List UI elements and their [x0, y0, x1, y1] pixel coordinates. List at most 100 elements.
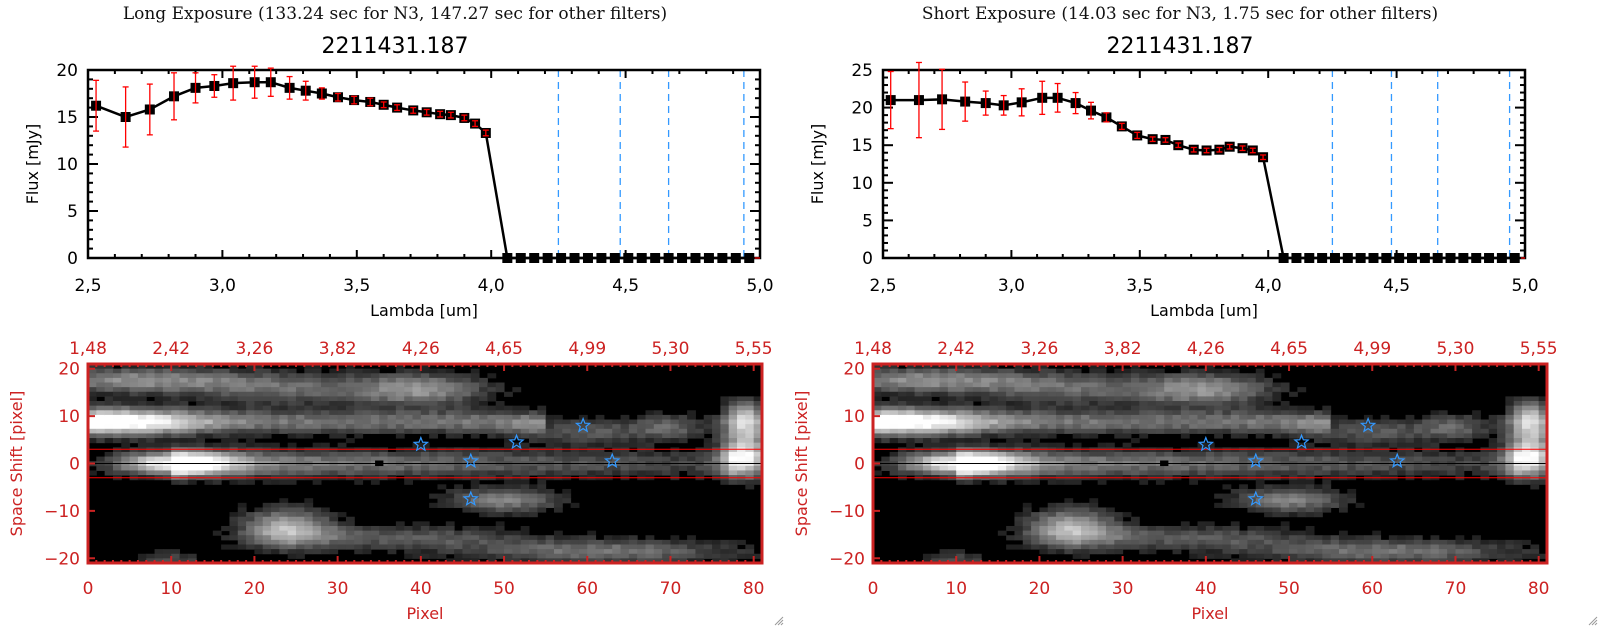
- image-pixel: [939, 382, 949, 388]
- image-pixel: [395, 391, 405, 397]
- image-pixel: [271, 470, 280, 476]
- image-pixel: [512, 507, 522, 513]
- image-pixel: [1538, 479, 1548, 485]
- image-pixel: [437, 391, 447, 397]
- image-pixel: [1239, 451, 1248, 458]
- image-pixel: [595, 558, 605, 564]
- image-pixel: [1422, 442, 1432, 448]
- image-pixel: [1488, 553, 1498, 559]
- image-pixel: [487, 419, 497, 425]
- image-pixel: [1289, 451, 1298, 458]
- image-pixel: [972, 419, 982, 425]
- image-pixel: [1239, 484, 1248, 490]
- image-pixel: [96, 433, 106, 439]
- image-pixel: [914, 451, 924, 458]
- image-pixel: [204, 442, 214, 448]
- image-pixel: [1006, 382, 1015, 388]
- image-pixel: [1081, 451, 1090, 458]
- data-point-marker: [1458, 253, 1469, 263]
- image-pixel: [981, 373, 990, 379]
- image-pixel: [495, 451, 505, 458]
- image-pixel: [345, 521, 355, 527]
- image-pixel: [1255, 451, 1265, 458]
- image-pixel: [329, 516, 339, 522]
- image-pixel: [1538, 396, 1548, 402]
- image-pixel: [1322, 553, 1332, 559]
- y-tick-label: 15: [56, 108, 78, 128]
- image-pixel: [312, 447, 322, 453]
- image-pixel: [1397, 424, 1407, 430]
- image-pixel: [229, 512, 239, 518]
- image-pixel: [1289, 502, 1298, 508]
- image-pixel: [296, 456, 305, 462]
- image-pixel: [445, 530, 455, 536]
- image-pixel: [1372, 558, 1382, 564]
- image-pixel: [512, 512, 522, 518]
- image-pixel: [1180, 368, 1190, 374]
- image-pixel: [1180, 396, 1190, 402]
- image-pixel: [237, 442, 247, 448]
- image-pixel: [578, 470, 588, 476]
- image-pixel: [1230, 521, 1240, 527]
- image-pixel: [287, 525, 297, 532]
- image-pixel: [603, 535, 613, 541]
- image-pixel: [873, 396, 882, 402]
- image-pixel: [504, 442, 513, 448]
- image-pixel: [420, 410, 430, 416]
- image-pixel: [1197, 382, 1207, 388]
- image-pixel: [545, 470, 555, 476]
- image-pixel: [354, 396, 364, 402]
- image-pixel: [462, 401, 472, 407]
- image-pixel: [703, 419, 713, 425]
- image-pixel: [137, 364, 147, 370]
- image-pixel: [1047, 424, 1057, 430]
- image-pixel: [1081, 387, 1090, 393]
- image-pixel: [121, 470, 131, 476]
- image-pixel: [1372, 442, 1382, 448]
- x-tick-label: 20: [244, 579, 266, 599]
- image-pixel: [212, 401, 222, 407]
- image-pixel: [1097, 530, 1107, 536]
- image-pixel: [121, 414, 131, 421]
- image-pixel: [1222, 410, 1232, 416]
- image-pixel: [570, 544, 580, 550]
- image-pixel: [595, 470, 605, 476]
- image-pixel: [254, 424, 264, 430]
- image-pixel: [1455, 419, 1465, 425]
- image-pixel: [1172, 428, 1182, 434]
- image-pixel: [304, 377, 314, 384]
- image-pixel: [146, 442, 156, 448]
- image-pixel: [479, 507, 488, 513]
- image-pixel: [104, 377, 114, 384]
- image-pixel: [162, 442, 172, 448]
- image-pixel: [520, 507, 530, 513]
- image-pixel: [1155, 447, 1165, 453]
- image-pixel: [1372, 419, 1382, 425]
- image-pixel: [370, 479, 380, 485]
- image-pixel: [487, 391, 497, 397]
- image-pixel: [1305, 442, 1315, 448]
- image-pixel: [137, 377, 147, 384]
- image-pixel: [312, 465, 322, 471]
- image-pixel: [1338, 507, 1348, 513]
- image-pixel: [512, 428, 522, 434]
- image-pixel: [897, 428, 907, 434]
- image-pixel: [972, 377, 982, 384]
- image-pixel: [1422, 549, 1432, 555]
- image-pixel: [429, 456, 438, 462]
- image-pixel: [262, 410, 272, 416]
- image-pixel: [1272, 512, 1282, 518]
- image-pixel: [1122, 401, 1132, 407]
- image-pixel: [914, 428, 924, 434]
- image-pixel: [1305, 428, 1315, 434]
- image-pixel: [462, 470, 472, 476]
- image-pixel: [1522, 428, 1531, 434]
- image-pixel: [1022, 401, 1032, 407]
- image-pixel: [1264, 414, 1273, 421]
- image-pixel: [1430, 438, 1440, 444]
- image-pixel: [1488, 424, 1498, 430]
- image-pixel: [137, 410, 147, 416]
- image-pixel: [1380, 428, 1390, 434]
- image-pixel: [1372, 433, 1382, 439]
- image-pixel: [171, 553, 181, 559]
